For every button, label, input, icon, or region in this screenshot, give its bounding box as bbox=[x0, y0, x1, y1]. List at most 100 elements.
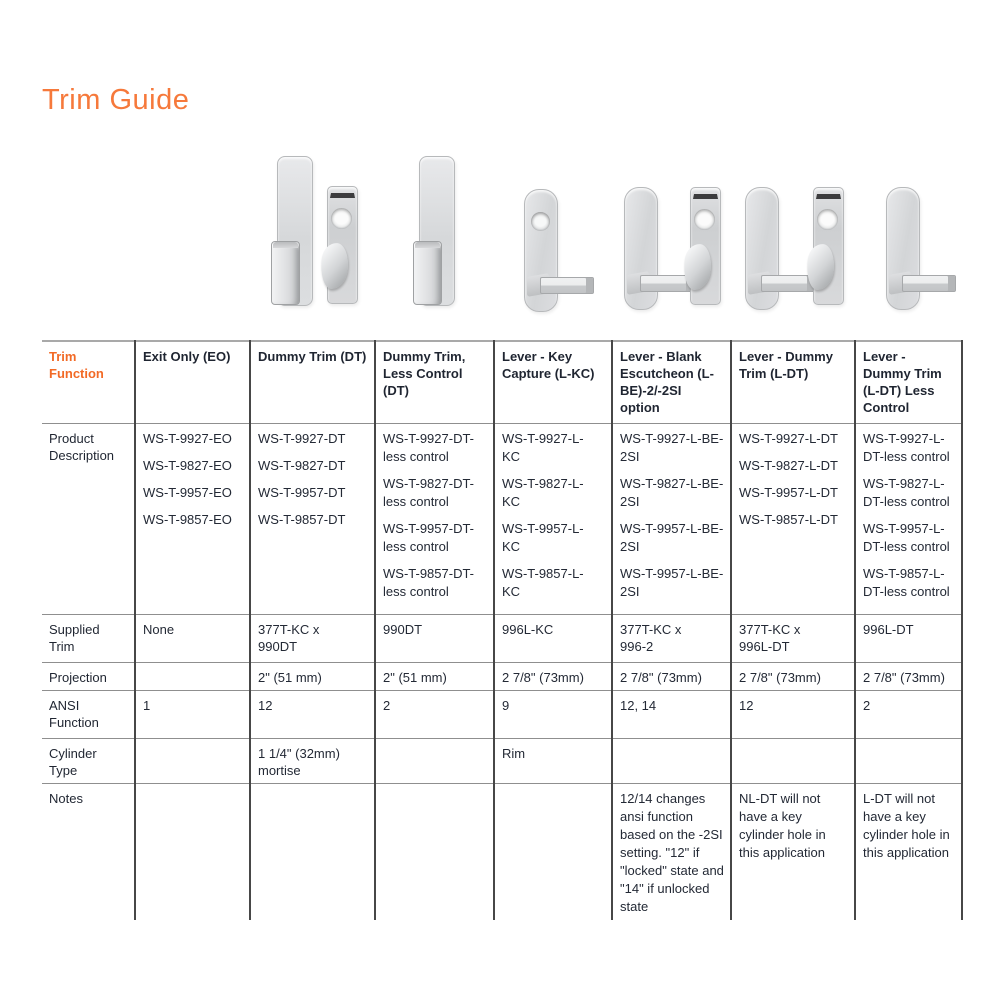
model-number: WS-T-9927-L-DT-less control bbox=[863, 430, 950, 464]
table-cell: 2 7/8" (73mm) bbox=[730, 661, 855, 691]
table-cell: 12 bbox=[249, 689, 375, 739]
table-cell: Rim bbox=[493, 737, 612, 784]
flat-pull-trim-figure bbox=[413, 156, 461, 306]
table-cell bbox=[730, 737, 855, 784]
column-header-lever-dummy-trim: Lever - Dummy Trim (L-DT) bbox=[730, 341, 855, 423]
cylinder-hole bbox=[331, 208, 352, 229]
table-cell: 990DT bbox=[374, 613, 494, 662]
table-cell: 12, 14 bbox=[611, 689, 731, 739]
table-row-projection: Projection 2" (51 mm) 2" (51 mm) 2 7/8" … bbox=[42, 661, 963, 691]
cell-value: 377T-KC x 990DT bbox=[258, 621, 320, 654]
cylinder-hole bbox=[531, 212, 550, 231]
column-header-lever-blank-escutcheon: Lever - Blank Escutcheon (L-BE)-2/-2SI o… bbox=[611, 341, 731, 423]
model-number: WS-T-9927-DT-less control bbox=[383, 430, 475, 464]
table-cell: None bbox=[134, 613, 250, 662]
row-label-projection: Projection bbox=[42, 661, 135, 691]
model-number: WS-T-9927-L-DT bbox=[739, 430, 838, 446]
table-cell: WS-T-9927-L-DT WS-T-9827-L-DT WS-T-9957-… bbox=[730, 422, 855, 614]
escutcheon-plate bbox=[681, 187, 721, 305]
table-cell: 9 bbox=[493, 689, 612, 739]
model-number: WS-T-9957-L-BE-2SI bbox=[620, 565, 724, 599]
model-number: WS-T-9827-L-DT bbox=[739, 457, 838, 473]
column-header-dummy-trim: Dummy Trim (DT) bbox=[249, 341, 375, 423]
pull-handle bbox=[271, 241, 300, 305]
escutcheon-figure bbox=[318, 186, 364, 306]
model-number: WS-T-9857-DT bbox=[258, 511, 346, 527]
table-cell: 377T-KC x 996-2 bbox=[611, 613, 731, 662]
table-cell: 12 bbox=[730, 689, 855, 739]
column-header-dummy-trim-less-control: Dummy Trim, Less Control (DT) bbox=[374, 341, 494, 423]
cell-value: 377T-KC x 996-2 bbox=[620, 621, 682, 654]
trim-guide-table: Trim Function Exit Only (EO) Dummy Trim … bbox=[42, 340, 963, 920]
table-cell: 2 7/8" (73mm) bbox=[854, 661, 963, 691]
escutcheon-plate bbox=[804, 187, 844, 305]
model-number: WS-T-9827-L-BE-2SI bbox=[620, 475, 724, 509]
row-label-cylinder-type: Cylinder Type bbox=[42, 737, 135, 784]
table-cell: 996L-KC bbox=[493, 613, 612, 662]
table-cell: 2 7/8" (73mm) bbox=[611, 661, 731, 691]
bevel-edge bbox=[693, 194, 718, 199]
cell-value: 996L-DT bbox=[863, 621, 914, 637]
model-number: WS-T-9827-L-KC bbox=[502, 475, 584, 509]
table-cell: WS-T-9927-L-KC WS-T-9827-L-KC WS-T-9957-… bbox=[493, 422, 612, 614]
table-cell bbox=[854, 737, 963, 784]
model-number: WS-T-9927-L-KC bbox=[502, 430, 584, 464]
table-cell: WS-T-9927-L-BE-2SI WS-T-9827-L-BE-2SI WS… bbox=[611, 422, 731, 614]
model-number: WS-T-9957-DT-less control bbox=[383, 520, 475, 554]
thumbpiece bbox=[804, 242, 837, 292]
thumbpiece bbox=[681, 242, 714, 292]
model-number: WS-T-9957-L-DT-less control bbox=[863, 520, 950, 554]
header-row: Trim Function Exit Only (EO) Dummy Trim … bbox=[42, 341, 963, 423]
table-cell: 996L-DT bbox=[854, 613, 963, 662]
table-cell: 2 bbox=[854, 689, 963, 739]
table-cell bbox=[611, 737, 731, 784]
model-number: WS-T-9957-L-DT bbox=[739, 484, 838, 500]
table-cell: WS-T-9927-L-DT-less control WS-T-9827-L-… bbox=[854, 422, 963, 614]
column-header-lever-key-capture: Lever - Key Capture (L-KC) bbox=[493, 341, 612, 423]
lever-handle bbox=[540, 277, 594, 294]
row-label-ansi-function: ANSI Function bbox=[42, 689, 135, 739]
thumbpiece bbox=[318, 241, 351, 291]
escutcheon-figure bbox=[681, 187, 727, 307]
column-header-exit-only: Exit Only (EO) bbox=[134, 341, 250, 423]
table-cell: 377T-KC x 996L-DT bbox=[730, 613, 855, 662]
column-header-trim-function: Trim Function bbox=[49, 349, 104, 382]
row-label-product-description: Product Description bbox=[42, 422, 135, 614]
table-cell: WS-T-9927-EO WS-T-9827-EO WS-T-9957-EO W… bbox=[134, 422, 250, 614]
cell-value: 377T-KC x 996L-DT bbox=[739, 621, 801, 654]
model-number: WS-T-9927-DT bbox=[258, 430, 346, 446]
model-number: WS-T-9857-EO bbox=[143, 511, 232, 527]
escutcheon-figure bbox=[804, 187, 850, 307]
table-cell bbox=[374, 737, 494, 784]
model-number: WS-T-9827-DT-less control bbox=[383, 475, 475, 509]
table-cell bbox=[249, 782, 375, 920]
column-header-lever-dummy-trim-less-control: Lever - Dummy Trim (L-DT) Less Control bbox=[854, 341, 963, 423]
table-cell bbox=[493, 782, 612, 920]
table-row-supplied-trim: Supplied Trim None 377T-KC x 990DT 990DT… bbox=[42, 613, 963, 662]
model-number: WS-T-9957-L-KC bbox=[502, 520, 584, 554]
model-number: WS-T-9957-DT bbox=[258, 484, 346, 500]
model-number: WS-T-9957-L-BE-2SI bbox=[620, 520, 724, 554]
bevel-edge bbox=[816, 194, 841, 199]
table-cell bbox=[134, 737, 250, 784]
lever-trim-keyhole-figure bbox=[520, 189, 596, 313]
lever-handle bbox=[902, 275, 956, 292]
bevel-edge bbox=[330, 193, 355, 198]
table-row-notes: Notes 12/14 changes ansi function based … bbox=[42, 782, 963, 920]
lever-trim-figure bbox=[741, 187, 817, 311]
pull-handle bbox=[413, 241, 442, 305]
model-number: WS-T-9927-L-BE-2SI bbox=[620, 430, 724, 464]
table-cell: 1 1/4" (32mm) mortise bbox=[249, 737, 375, 784]
row-label-notes: Notes bbox=[42, 782, 135, 920]
table-cell bbox=[134, 782, 250, 920]
lever-trim-figure bbox=[620, 187, 696, 311]
model-number: WS-T-9827-L-DT-less control bbox=[863, 475, 950, 509]
table-cell: 377T-KC x 990DT bbox=[249, 613, 375, 662]
model-number: WS-T-9957-EO bbox=[143, 484, 232, 500]
table-cell: 1 bbox=[134, 689, 250, 739]
model-number: WS-T-9857-L-KC bbox=[502, 565, 584, 599]
table-cell: WS-T-9927-DT WS-T-9827-DT WS-T-9957-DT W… bbox=[249, 422, 375, 614]
cylinder-hole bbox=[817, 209, 838, 230]
row-label-supplied-trim: Supplied Trim bbox=[42, 613, 135, 662]
